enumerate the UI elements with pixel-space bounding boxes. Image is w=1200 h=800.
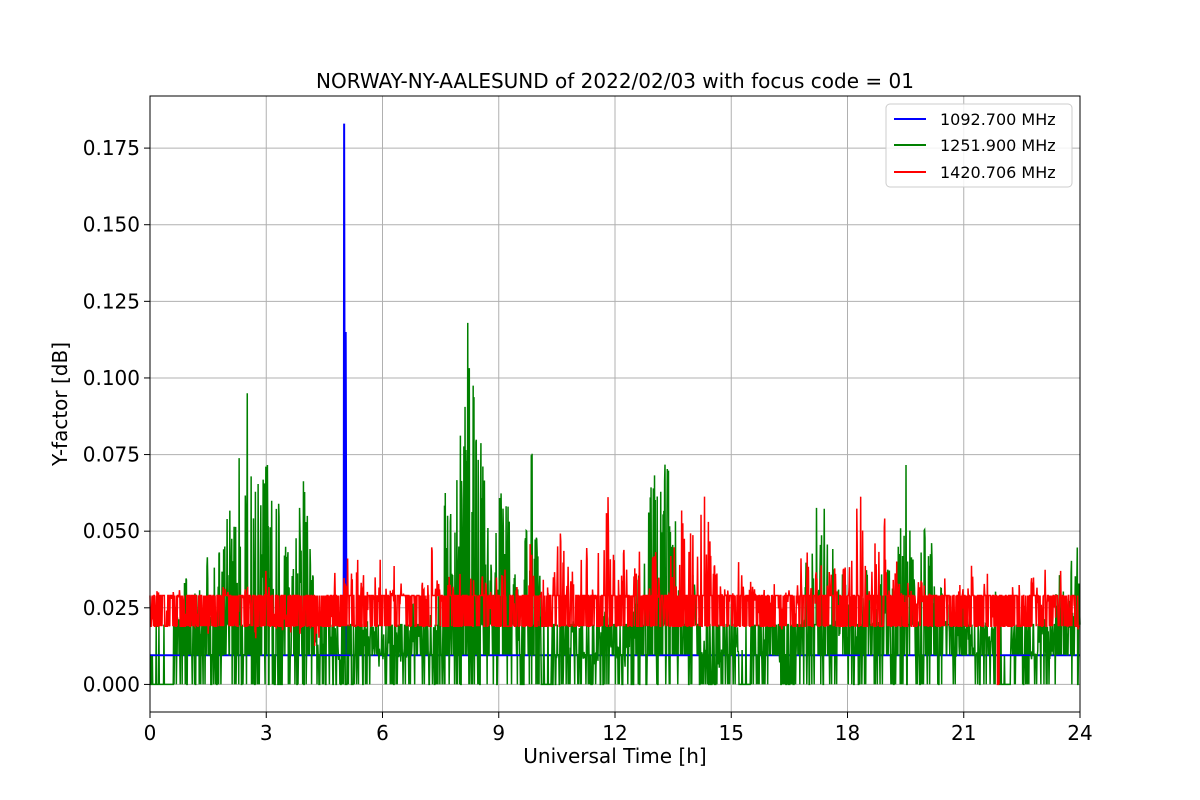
y-tick-label: 0.150 [83, 213, 140, 237]
x-tick-label: 6 [376, 721, 389, 745]
x-tick-label: 21 [951, 721, 976, 745]
x-tick-label: 12 [602, 721, 627, 745]
y-tick-label: 0.125 [83, 289, 140, 313]
x-tick-label: 15 [719, 721, 744, 745]
legend-box [885, 103, 1073, 188]
x-tick-label: 18 [835, 721, 860, 745]
legend-label-1092: 1092.700 MHz [940, 110, 1056, 129]
y-tick-label: 0.050 [83, 519, 140, 543]
legend-label-1420: 1420.706 MHz [940, 163, 1056, 182]
legend: 1092.700 MHz 1251.900 MHz 1420.706 MHz [885, 103, 1073, 188]
x-tick-label: 0 [144, 721, 157, 745]
x-tick-label: 3 [260, 721, 273, 745]
x-tick-label: 9 [492, 721, 505, 745]
chart-title: NORWAY-NY-AALESUND of 2022/02/03 with fo… [316, 69, 914, 93]
y-tick-label: 0.175 [83, 136, 140, 160]
x-tick-label: 24 [1067, 721, 1092, 745]
x-axis-label: Universal Time [h] [523, 744, 706, 768]
y-tick-label: 0.075 [83, 443, 140, 467]
y-axis-label: Y-factor [dB] [48, 342, 72, 467]
legend-label-1251: 1251.900 MHz [940, 136, 1056, 155]
series-line-1420 [149, 496, 1080, 686]
y-tick-label: 0.000 [83, 672, 140, 696]
series-layer [149, 123, 1081, 686]
y-tick-label: 0.100 [83, 366, 140, 390]
axes: 0 3 6 9 12 15 18 21 24 0.000 0.025 0.050 0.075 0.100 0… [83, 95, 1093, 745]
y-tick-label: 0.025 [83, 596, 140, 620]
